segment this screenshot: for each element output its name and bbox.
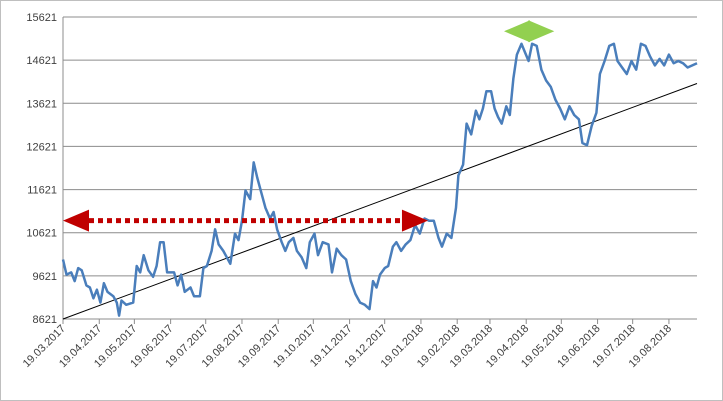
- y-tick-label: 9621: [33, 271, 57, 283]
- y-tick-label: 10621: [26, 228, 57, 240]
- gridlines: [63, 16, 697, 320]
- y-axis: 8621 9621 10621 11621 12621 13621 14621 15621: [26, 12, 64, 326]
- y-tick-label: 12621: [26, 141, 57, 153]
- y-tick-label: 15621: [26, 12, 57, 24]
- trendline-group: [62, 83, 698, 320]
- annotations-group: [63, 20, 555, 232]
- y-tick-label: 13621: [26, 98, 57, 110]
- series-group: [61, 42, 698, 317]
- annotation-arrowhead-left: [63, 209, 89, 232]
- x-axis: 19.03.201719.04.201719.05.201719.06.2017…: [21, 318, 697, 370]
- annotation-arrowhead-right: [528, 20, 555, 43]
- annotation-arrowhead-left: [503, 20, 530, 43]
- trendline: [62, 83, 698, 320]
- series-line: [61, 42, 698, 317]
- annotation-arrowhead-right: [401, 209, 428, 232]
- y-tick-label: 11621: [27, 185, 57, 197]
- y-tick-label: 14621: [26, 55, 57, 67]
- y-tick-label: 8621: [33, 314, 57, 326]
